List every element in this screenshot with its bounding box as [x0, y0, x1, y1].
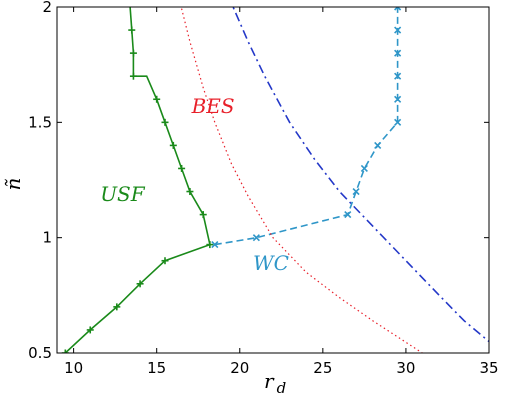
series-line-0: [64, 7, 211, 353]
series-marker: [161, 118, 169, 126]
annotation-label: USF: [100, 182, 146, 206]
x-tick-label: 30: [396, 359, 415, 377]
y-tick-label: 2: [42, 0, 52, 16]
series-marker: [352, 187, 360, 196]
annotation-label: WC: [253, 251, 289, 275]
x-tick-label: 10: [64, 359, 83, 377]
x-tick-label: 15: [147, 359, 166, 377]
series-marker: [394, 95, 402, 103]
series-marker: [113, 303, 121, 311]
series-line-3: [232, 7, 489, 343]
series-marker: [394, 49, 402, 57]
y-tick-label: 0.5: [28, 344, 52, 362]
series-marker: [128, 26, 136, 34]
series-line-2: [180, 7, 424, 353]
annotation-layer: USF BES WC: [100, 94, 289, 275]
x-tick-label: 20: [230, 359, 249, 377]
series-marker: [178, 164, 186, 172]
x-tick-label: 35: [479, 359, 498, 377]
tick-layer: 10 15 20 25 30 35 0.5 1 1.5 2: [28, 0, 498, 377]
series-marker: [169, 141, 177, 149]
series-marker: [360, 164, 368, 173]
series-marker: [344, 211, 352, 219]
x-tick-label: 25: [313, 359, 332, 377]
series-marker: [186, 188, 194, 196]
series-marker: [199, 211, 207, 219]
series-marker: [129, 49, 137, 57]
y-tick-label: 1.5: [28, 113, 52, 131]
series-marker: [86, 326, 94, 334]
series-marker: [136, 280, 144, 288]
series-marker: [61, 349, 69, 353]
series-marker: [394, 72, 402, 80]
series-marker: [394, 26, 402, 34]
series-marker: [394, 7, 402, 11]
plot-frame: [56, 6, 490, 354]
x-axis-label-subscript: d: [277, 379, 287, 397]
series-marker: [153, 95, 161, 103]
series-marker: [211, 241, 219, 249]
y-axis-label: ñ: [1, 178, 25, 191]
series-marker: [161, 257, 169, 265]
annotation-label: BES: [191, 94, 235, 118]
series-marker: [374, 141, 382, 149]
series-marker: [252, 234, 260, 242]
x-axis-label-main: r: [264, 369, 275, 393]
series-layer: [61, 7, 489, 353]
series-marker: [129, 72, 137, 80]
series-marker: [206, 241, 214, 249]
y-tick-label: 1: [42, 229, 52, 247]
series-marker: [394, 118, 402, 126]
